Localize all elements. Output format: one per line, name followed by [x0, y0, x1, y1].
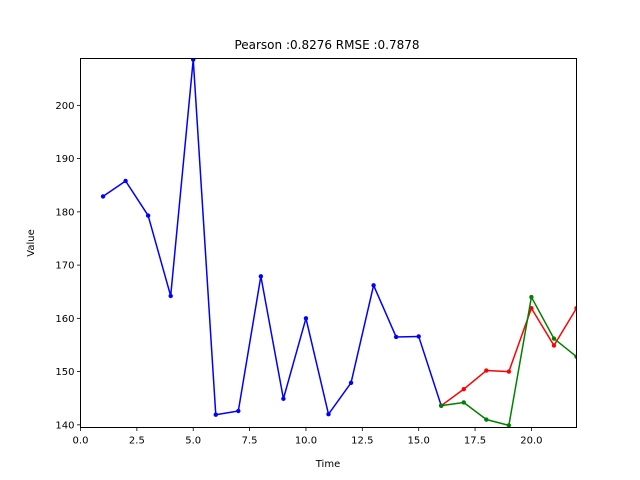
series-2-point — [574, 306, 577, 311]
x-tick-label: 20.0 — [520, 436, 542, 447]
y-tick-label: 170 — [55, 261, 74, 272]
y-tick-label: 140 — [55, 420, 74, 431]
series-3-point — [506, 423, 512, 428]
y-tick-label: 160 — [55, 314, 74, 325]
x-tick-label: 2.5 — [129, 436, 145, 447]
series-3-point — [484, 417, 489, 422]
y-tick-label: 180 — [55, 207, 74, 218]
chart-title: Pearson :0.8276 RMSE :0.7878 — [234, 38, 419, 52]
x-tick-label: 7.5 — [242, 436, 258, 447]
series-1-point — [348, 380, 354, 385]
x-tick-label: 0.0 — [73, 436, 89, 447]
series-3-point — [551, 336, 557, 341]
y-tick-label: 190 — [55, 154, 74, 165]
series-1-point — [191, 58, 196, 62]
series-1-point — [168, 293, 173, 299]
x-tick-label: 5.0 — [185, 436, 201, 447]
series-3-point — [439, 403, 444, 408]
x-tick-label: 17.5 — [464, 436, 486, 447]
series-3-point — [574, 354, 577, 359]
series-1-point — [393, 334, 399, 340]
series-1-point — [213, 412, 218, 417]
x-tick-label: 10.0 — [295, 436, 317, 447]
y-tick-label: 150 — [55, 367, 74, 378]
series-1-point — [100, 194, 106, 199]
series-1-point — [281, 396, 286, 401]
series-1-point — [371, 283, 376, 288]
series-1-point — [236, 408, 241, 414]
series-line-3 — [441, 296, 577, 427]
series-2-point — [461, 386, 466, 392]
plot-area — [100, 58, 577, 428]
series-1-point — [303, 316, 309, 321]
series-1-point — [416, 334, 421, 339]
x-tick-label: 12.5 — [351, 436, 373, 447]
series-3-point — [529, 294, 534, 300]
series-2-point — [506, 369, 512, 374]
series-1-point — [326, 411, 331, 417]
series-1-point — [123, 178, 128, 184]
series-2-point — [551, 343, 557, 348]
series-3-point — [461, 400, 466, 405]
series-line-2 — [440, 307, 577, 407]
y-axis-label: Value — [26, 229, 37, 256]
plot-frame — [80, 58, 577, 428]
y-tick-label: 200 — [55, 101, 74, 112]
series-1-point — [258, 274, 264, 279]
series-1-point — [145, 213, 151, 218]
x-axis-label: Time — [315, 459, 340, 470]
series-2-point — [484, 368, 489, 373]
series-line-1 — [102, 58, 442, 416]
x-tick-label: 15.0 — [408, 436, 430, 447]
